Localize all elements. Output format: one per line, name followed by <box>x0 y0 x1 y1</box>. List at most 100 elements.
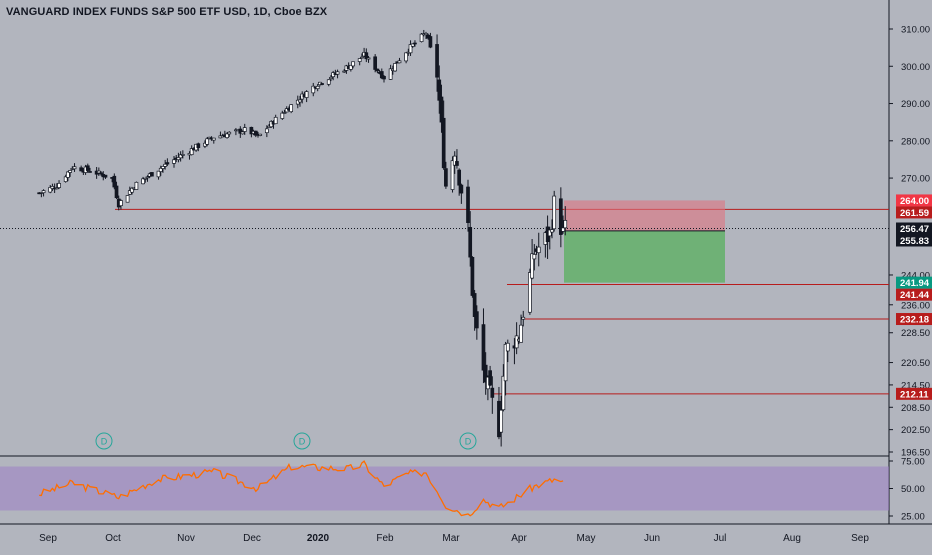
candle[interactable] <box>311 85 316 94</box>
candle[interactable] <box>483 364 488 383</box>
candle[interactable] <box>134 181 139 190</box>
candle[interactable] <box>481 324 486 371</box>
candle[interactable] <box>48 187 53 193</box>
candle[interactable] <box>360 56 364 59</box>
candle[interactable] <box>444 168 448 187</box>
candle[interactable] <box>85 165 90 171</box>
candle[interactable] <box>366 57 371 60</box>
candle[interactable] <box>112 175 117 188</box>
candle[interactable] <box>304 91 309 98</box>
candle[interactable] <box>253 130 258 136</box>
candle[interactable] <box>528 272 532 313</box>
candle[interactable] <box>298 99 302 103</box>
candle[interactable] <box>205 138 210 145</box>
candle[interactable] <box>382 75 386 80</box>
candle[interactable] <box>289 104 294 113</box>
candle[interactable] <box>125 195 130 203</box>
candle[interactable] <box>419 33 424 42</box>
candle[interactable] <box>488 370 492 386</box>
candle[interactable] <box>176 157 181 161</box>
candle[interactable] <box>348 64 353 70</box>
candle[interactable] <box>455 161 459 166</box>
candle[interactable] <box>119 200 123 207</box>
candle[interactable] <box>165 162 170 165</box>
candle[interactable] <box>249 126 254 135</box>
candle[interactable] <box>264 128 269 134</box>
candle[interactable] <box>536 246 541 254</box>
candle[interactable] <box>452 155 457 166</box>
candle[interactable] <box>457 169 462 186</box>
candle[interactable] <box>530 253 534 279</box>
candle[interactable] <box>459 184 464 194</box>
candle[interactable] <box>503 343 508 382</box>
candle[interactable] <box>180 154 185 156</box>
candle[interactable] <box>379 71 384 79</box>
candle[interactable] <box>466 186 470 223</box>
candle[interactable] <box>335 71 340 75</box>
candle[interactable] <box>558 198 563 235</box>
candle[interactable] <box>161 166 165 169</box>
candle[interactable] <box>490 387 495 398</box>
candle[interactable] <box>428 36 433 48</box>
candle[interactable] <box>561 227 565 232</box>
candle[interactable] <box>410 43 415 47</box>
candle[interactable] <box>79 167 84 172</box>
dividend-marker[interactable] <box>293 432 311 450</box>
candle[interactable] <box>57 182 61 188</box>
candle[interactable] <box>472 293 477 317</box>
candle[interactable] <box>189 148 194 156</box>
candle[interactable] <box>329 76 333 79</box>
candle[interactable] <box>54 187 59 190</box>
candle[interactable] <box>240 131 245 135</box>
candle[interactable] <box>225 133 229 138</box>
candle[interactable] <box>130 187 134 193</box>
stop-loss-zone[interactable] <box>564 200 725 231</box>
candle[interactable] <box>441 117 446 169</box>
candle[interactable] <box>141 178 145 185</box>
candle[interactable] <box>413 42 417 45</box>
candle[interactable] <box>158 167 163 172</box>
candle[interactable] <box>66 171 70 178</box>
dividend-marker[interactable] <box>459 432 477 450</box>
candle[interactable] <box>103 174 108 178</box>
candle[interactable] <box>68 170 72 173</box>
candle[interactable] <box>156 170 161 178</box>
dividend-marker[interactable] <box>95 432 113 450</box>
candle[interactable] <box>114 185 119 199</box>
candle[interactable] <box>172 159 176 164</box>
candle[interactable] <box>88 171 92 173</box>
rsi-line[interactable] <box>39 460 564 517</box>
candle[interactable] <box>532 254 537 260</box>
candle[interactable] <box>514 335 519 349</box>
candle[interactable] <box>227 131 232 135</box>
candle[interactable] <box>424 33 428 36</box>
candle[interactable] <box>470 256 475 296</box>
candle[interactable] <box>499 409 504 433</box>
candle[interactable] <box>326 79 331 85</box>
candle[interactable] <box>72 166 77 170</box>
candle[interactable] <box>505 342 510 352</box>
candle[interactable] <box>351 61 355 67</box>
candle[interactable] <box>552 195 557 230</box>
candle[interactable] <box>273 116 278 125</box>
take-profit-zone[interactable] <box>564 230 725 283</box>
candle[interactable] <box>178 154 183 159</box>
candle[interactable] <box>437 79 442 101</box>
candle[interactable] <box>315 85 320 90</box>
candle[interactable] <box>547 229 552 237</box>
candle[interactable] <box>242 127 247 132</box>
candle[interactable] <box>393 63 397 72</box>
candle[interactable] <box>468 227 473 258</box>
candle[interactable] <box>143 177 148 180</box>
candle[interactable] <box>211 137 216 141</box>
candle[interactable] <box>63 176 68 182</box>
candle[interactable] <box>41 190 46 194</box>
candle[interactable] <box>404 52 408 62</box>
candle[interactable] <box>196 143 201 149</box>
candle[interactable] <box>550 229 554 233</box>
candle[interactable] <box>373 56 378 70</box>
candle[interactable] <box>364 52 369 60</box>
candle[interactable] <box>357 58 362 62</box>
